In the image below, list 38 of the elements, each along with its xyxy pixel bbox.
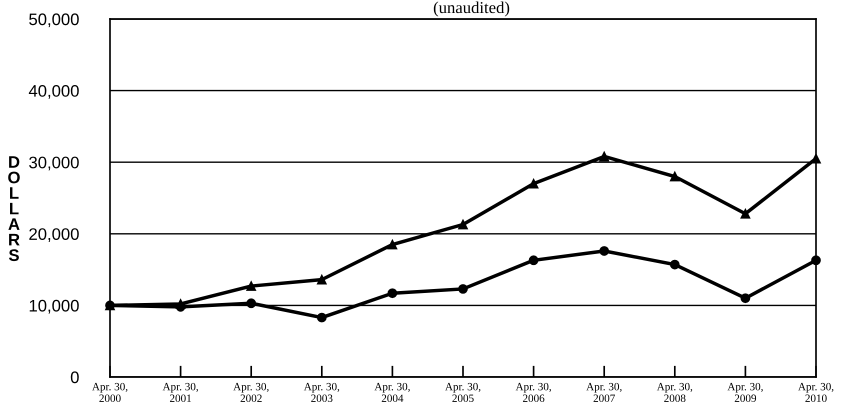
x-tick-label: Apr. 30, 2000	[92, 382, 128, 402]
point	[316, 312, 327, 322]
chart-subtitle: (unaudited)	[434, 1, 510, 17]
x-tick-label: Apr. 30, 2009	[727, 382, 763, 402]
point	[388, 240, 398, 250]
point	[458, 220, 468, 230]
point	[811, 255, 821, 266]
y-tick-label: 40,000	[28, 85, 79, 99]
x-tick-label: Apr. 30, 2005	[445, 382, 480, 402]
x-tick-label: Apr. 30, 2008	[656, 382, 692, 402]
y-tick-label: 10,000	[30, 300, 79, 314]
point	[388, 288, 398, 298]
point	[316, 274, 327, 284]
point	[599, 246, 610, 256]
y-tick-label: 20,000	[29, 228, 79, 242]
x-tick-label: Apr. 30, 2003	[304, 382, 340, 402]
x-tick-label: Apr. 30, 2010	[798, 382, 834, 402]
point	[458, 284, 468, 294]
point	[176, 302, 186, 312]
x-tick-label: Apr. 30, 2007	[586, 382, 622, 402]
y-axis-title: DOLLARS	[8, 156, 20, 262]
y-tick-label: 30,000	[29, 156, 79, 170]
y-tick-label: 0	[70, 371, 79, 384]
point	[811, 154, 821, 164]
point	[246, 281, 256, 291]
point	[528, 255, 538, 266]
x-tick-label: Apr. 30, 2006	[516, 382, 551, 402]
x-tick-label: Apr. 30, 2002	[233, 382, 269, 402]
point	[740, 208, 750, 219]
x-tick-label: Apr. 30, 2004	[374, 382, 410, 402]
point	[599, 152, 610, 162]
point	[670, 260, 680, 270]
point	[740, 293, 750, 304]
y-tick-label: 50,000	[29, 13, 79, 28]
point	[246, 298, 256, 308]
x-tick-label: Apr. 30, 2001	[162, 382, 198, 402]
point	[670, 172, 680, 182]
point	[528, 178, 538, 189]
